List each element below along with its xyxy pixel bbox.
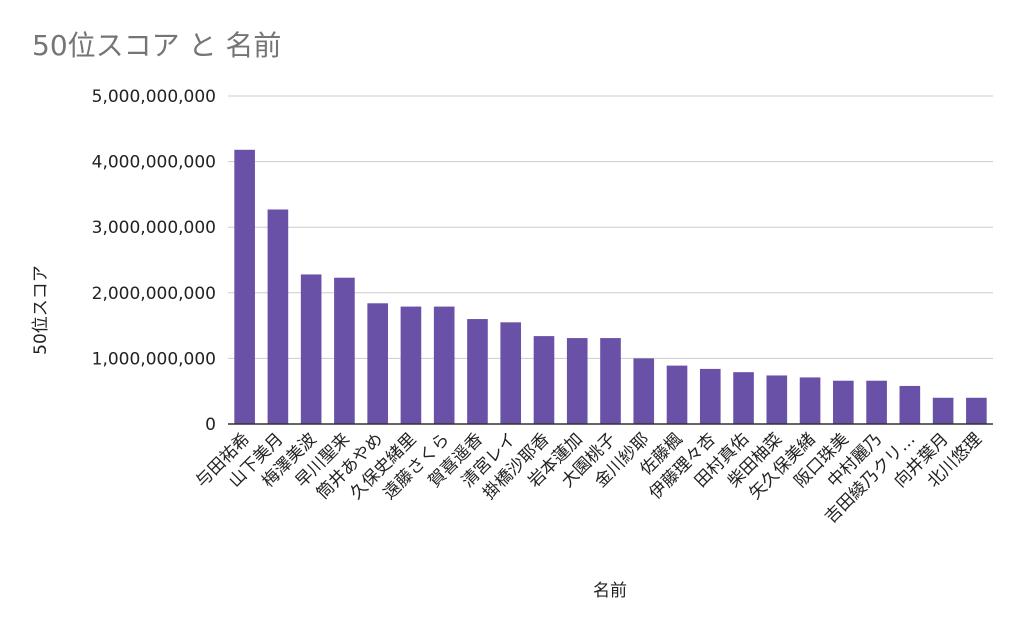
bar [467,319,488,424]
bar [633,358,655,424]
bar [566,338,588,424]
bar [400,306,422,424]
x-axis-title: 名前 [593,581,627,601]
bar [267,209,289,424]
bar [666,365,688,424]
y-tick-label: 4,000,000,000 [92,153,216,173]
bar [367,303,388,424]
bar [899,385,921,424]
grid-layer [228,95,993,359]
bar [433,306,455,424]
bar [766,375,788,424]
bar [966,397,987,424]
bar [234,149,255,425]
y-tick-label: 2,000,000,000 [92,284,216,304]
bar [334,277,355,424]
bar [799,377,821,424]
bar [932,397,954,424]
x-tick-labels: 与田祐希山下美月梅澤美波早川聖来筒井あやめ久保史緒里遠藤さくら賀喜遥香清宮レイ掛… [192,429,986,527]
y-tick-label: 0 [205,415,216,435]
bar [699,368,721,424]
y-tick-labels: 0 1,000,000,000 2,000,000,000 3,000,000,000… [92,87,216,435]
y-tick-label: 5,000,000,000 [92,87,216,107]
chart-title: 50位スコア と 名前 [32,29,282,62]
y-axis-title: 50位スコア [31,265,51,355]
bar [500,322,522,424]
bar [600,338,621,424]
bar [833,380,854,424]
bar [733,372,754,424]
bars-layer [234,149,987,425]
bar [533,336,555,424]
bar [300,274,322,424]
y-tick-label: 1,000,000,000 [92,349,216,369]
bar [866,380,887,424]
y-tick-label: 3,000,000,000 [92,218,216,238]
